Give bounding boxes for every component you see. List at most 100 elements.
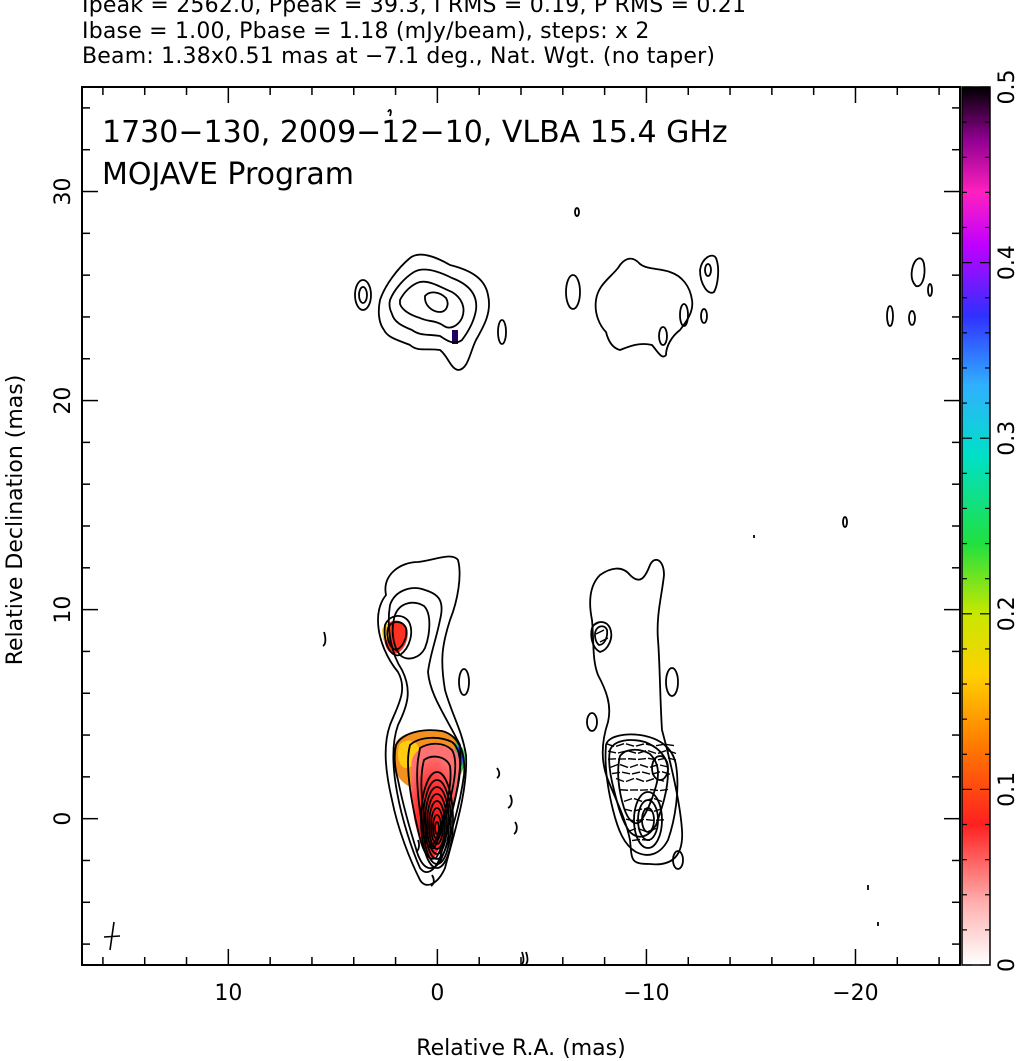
contour-negative-2 [507, 794, 513, 809]
contour-core-2 [422, 779, 452, 865]
contour-core-8 [434, 821, 440, 835]
contour-lobe-4 [424, 291, 449, 313]
program-label: MOJAVE Program [102, 157, 354, 192]
evpa-vector [623, 797, 633, 803]
evpa-vector [637, 827, 647, 833]
evpa-vector [651, 771, 661, 775]
header-base-line: Ibase = 1.00, Pbase = 1.18 (mJy/beam), s… [82, 19, 650, 44]
evpa-vector [609, 763, 619, 769]
evpa-vector [635, 777, 645, 783]
pol-outer [589, 558, 683, 866]
evpa-vector [655, 778, 665, 782]
evpa-vector [655, 743, 665, 747]
evpa-vector [591, 621, 601, 627]
far-mark-bottom [521, 951, 529, 965]
pol-lobe-right-inner [704, 263, 712, 277]
far-blob-1 [886, 305, 894, 327]
pol-lobe-right [699, 254, 720, 294]
colorbar-scale [961, 86, 991, 966]
evpa-vector [633, 797, 643, 803]
pol-2 [604, 733, 679, 856]
contour-negative-1 [496, 767, 501, 779]
contour-lobe-left-blob-1 [354, 279, 372, 311]
contour-core-1 [420, 771, 454, 869]
contour-lobe-right-blob [497, 319, 507, 345]
evpa-vector [607, 750, 617, 754]
x-axis-label: Relative R.A. (mas) [416, 1036, 625, 1061]
pol-blob-right [665, 667, 679, 697]
contour-lobe-left-blob-2 [358, 286, 368, 304]
pol-lobe-blob-2 [658, 326, 668, 346]
y-tick-label: 0 [51, 812, 76, 826]
contour-negative-3 [513, 821, 518, 835]
beam-glyph [103, 921, 121, 951]
y-tick-label: 10 [51, 596, 76, 624]
evpa-vector [661, 771, 671, 775]
header-beam-line: Beam: 1.38x0.51 mas at −7.1 deg., Nat. W… [82, 44, 716, 69]
evpa-vector [665, 743, 675, 747]
contour-knot-4 [383, 615, 413, 657]
far-blob-5 [842, 516, 848, 528]
evpa-vector [619, 763, 629, 769]
colorbar-tick-label: 0.3 [995, 421, 1020, 456]
evpa-vector [625, 818, 635, 822]
header-peak-line: Ipeak = 2562.0, Ppeak = 39.3, I RMS = 0.… [82, 0, 747, 18]
contour-core-4 [426, 793, 448, 855]
contour-lobe-2 [388, 268, 478, 344]
colorbar-tick-label: 0 [995, 958, 1020, 972]
evpa-vector [667, 757, 677, 761]
y-tick-label: 20 [51, 387, 76, 415]
evpa-vector [645, 743, 655, 747]
contour-lobe-isolated [565, 274, 581, 310]
pol-knot [590, 621, 613, 653]
contour-blob-right [458, 668, 470, 696]
top-mark [387, 109, 392, 117]
pol-blob-low [672, 850, 684, 870]
contour-inner-3 [393, 729, 466, 870]
evpa-vector [625, 777, 635, 783]
evpa-vector [629, 763, 639, 769]
evpa-vector [615, 777, 625, 783]
contour-core-3 [424, 786, 450, 860]
evpa-vector [627, 827, 637, 833]
colorbar-tick-label: 0.2 [995, 596, 1020, 631]
contour-negative-4 [415, 839, 420, 853]
lobe-spot-fill [452, 330, 458, 344]
far-blob-4 [927, 283, 933, 297]
evpa-vector [623, 808, 633, 812]
evpa-vector [645, 818, 655, 822]
contour-core-7 [432, 814, 442, 840]
far-blob-3 [910, 257, 926, 288]
evpa-vector [657, 749, 667, 755]
pol-isolated-top [574, 207, 580, 217]
contour-lobe-3 [399, 280, 465, 329]
evpa-vector [617, 750, 627, 754]
pol-knot-2 [594, 625, 609, 646]
evpa-vector [641, 771, 651, 775]
evpa-vector [647, 827, 657, 833]
evpa-vector [657, 757, 667, 761]
evpa-vector [621, 771, 631, 775]
pol-blob-left [586, 712, 598, 732]
evpa-vector [649, 788, 659, 792]
evpa-vector [637, 757, 647, 761]
evpa-vector [649, 764, 659, 768]
evpa-vector [653, 808, 663, 812]
contour-core-6 [430, 807, 444, 845]
evpa-vector [653, 797, 663, 803]
evpa-vector [625, 743, 635, 747]
contour-small-left [322, 631, 327, 647]
evpa-vector [611, 771, 621, 775]
evpa-vector [643, 797, 653, 803]
evpa-vector [647, 749, 657, 755]
polarization-contours [387, 109, 933, 965]
y-axis-label: Relative Declination (mas) [3, 375, 28, 666]
evpa-vector [631, 771, 641, 775]
pol-3 [608, 739, 669, 838]
evpa-vector [645, 777, 655, 783]
evpa-vector [631, 838, 641, 842]
evpa-vector [635, 818, 645, 822]
evpa-vector [667, 749, 677, 755]
far-blob-2 [908, 310, 916, 326]
